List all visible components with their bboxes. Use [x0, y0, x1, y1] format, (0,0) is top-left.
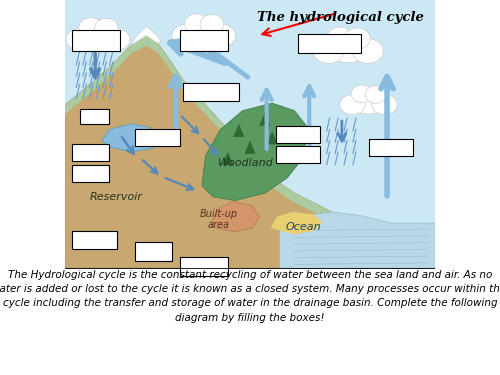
Ellipse shape — [327, 27, 353, 48]
Polygon shape — [102, 124, 161, 152]
Ellipse shape — [351, 85, 372, 103]
Polygon shape — [260, 112, 270, 126]
FancyBboxPatch shape — [276, 126, 320, 142]
Text: Ocean: Ocean — [286, 222, 322, 232]
Ellipse shape — [172, 24, 200, 47]
Ellipse shape — [372, 94, 397, 115]
Bar — [65, 268, 435, 375]
Ellipse shape — [102, 28, 130, 51]
Text: The Hydrological cycle is the constant recycling of water between the sea land a: The Hydrological cycle is the constant r… — [0, 270, 500, 323]
FancyBboxPatch shape — [135, 242, 172, 261]
Ellipse shape — [208, 24, 236, 47]
Polygon shape — [65, 36, 435, 268]
Polygon shape — [280, 212, 435, 268]
Polygon shape — [132, 26, 161, 45]
Text: Built-up
area: Built-up area — [200, 209, 237, 230]
FancyBboxPatch shape — [135, 129, 180, 146]
Polygon shape — [282, 146, 292, 159]
Text: Woodland: Woodland — [218, 158, 274, 168]
FancyBboxPatch shape — [180, 257, 228, 276]
FancyBboxPatch shape — [298, 34, 361, 53]
FancyBboxPatch shape — [184, 82, 239, 101]
Ellipse shape — [78, 21, 118, 50]
Ellipse shape — [79, 18, 102, 37]
Ellipse shape — [94, 18, 118, 38]
Ellipse shape — [184, 18, 224, 46]
Ellipse shape — [200, 15, 224, 34]
Polygon shape — [202, 103, 310, 201]
Ellipse shape — [344, 28, 370, 50]
Text: Reservoir: Reservoir — [90, 192, 143, 202]
Ellipse shape — [350, 88, 387, 114]
Polygon shape — [234, 124, 244, 137]
FancyBboxPatch shape — [72, 231, 117, 249]
FancyBboxPatch shape — [368, 139, 413, 156]
Polygon shape — [270, 212, 322, 234]
FancyBboxPatch shape — [72, 144, 110, 161]
Polygon shape — [222, 152, 234, 165]
Bar — [65, 0, 435, 268]
Ellipse shape — [313, 39, 344, 63]
Polygon shape — [65, 36, 435, 238]
Ellipse shape — [184, 14, 208, 33]
FancyBboxPatch shape — [276, 146, 320, 163]
Ellipse shape — [352, 39, 383, 63]
FancyBboxPatch shape — [180, 30, 228, 51]
FancyBboxPatch shape — [80, 109, 110, 124]
Polygon shape — [266, 131, 278, 144]
Ellipse shape — [340, 94, 365, 115]
Ellipse shape — [326, 31, 370, 63]
FancyBboxPatch shape — [72, 30, 120, 51]
Ellipse shape — [365, 86, 386, 103]
Polygon shape — [244, 141, 256, 154]
FancyBboxPatch shape — [72, 165, 110, 182]
Polygon shape — [211, 202, 260, 232]
Ellipse shape — [66, 28, 94, 51]
Text: The hydrological cycle: The hydrological cycle — [257, 11, 424, 24]
